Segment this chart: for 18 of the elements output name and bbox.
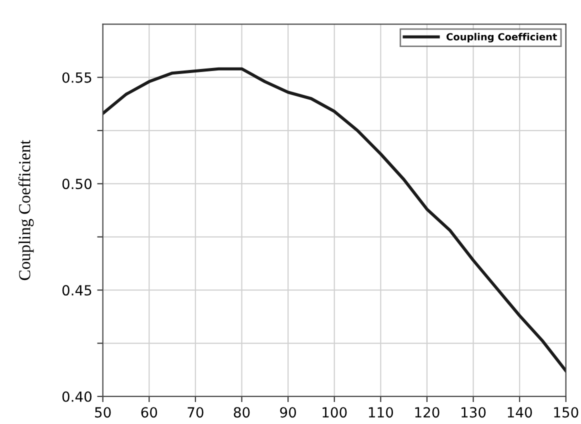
line-series xyxy=(102,67,566,372)
y-tick-label: 0.45 xyxy=(62,285,92,296)
y-tick-label: 0.50 xyxy=(62,178,92,190)
x-tick-label: 130 xyxy=(462,407,486,418)
x-tick-label: 50 xyxy=(95,407,111,418)
x-tick-label: 100 xyxy=(322,407,347,418)
legend-label: Coupling Coefficient xyxy=(446,32,557,42)
x-tick-label: 90 xyxy=(280,407,296,418)
y-tick-label: 0.40 xyxy=(62,391,92,402)
x-tick-label: 150 xyxy=(554,407,578,418)
y-tick-label: 0.55 xyxy=(62,72,92,83)
x-tick-label: 140 xyxy=(508,407,532,418)
x-tick-label: 70 xyxy=(188,407,204,418)
x-tick-label: 80 xyxy=(234,407,250,418)
x-tick-label: 60 xyxy=(141,407,158,418)
x-tick-label: 110 xyxy=(368,407,394,418)
y-axis-title: Coupling Coefficient xyxy=(18,140,34,280)
x-tick-label: 120 xyxy=(415,407,440,418)
